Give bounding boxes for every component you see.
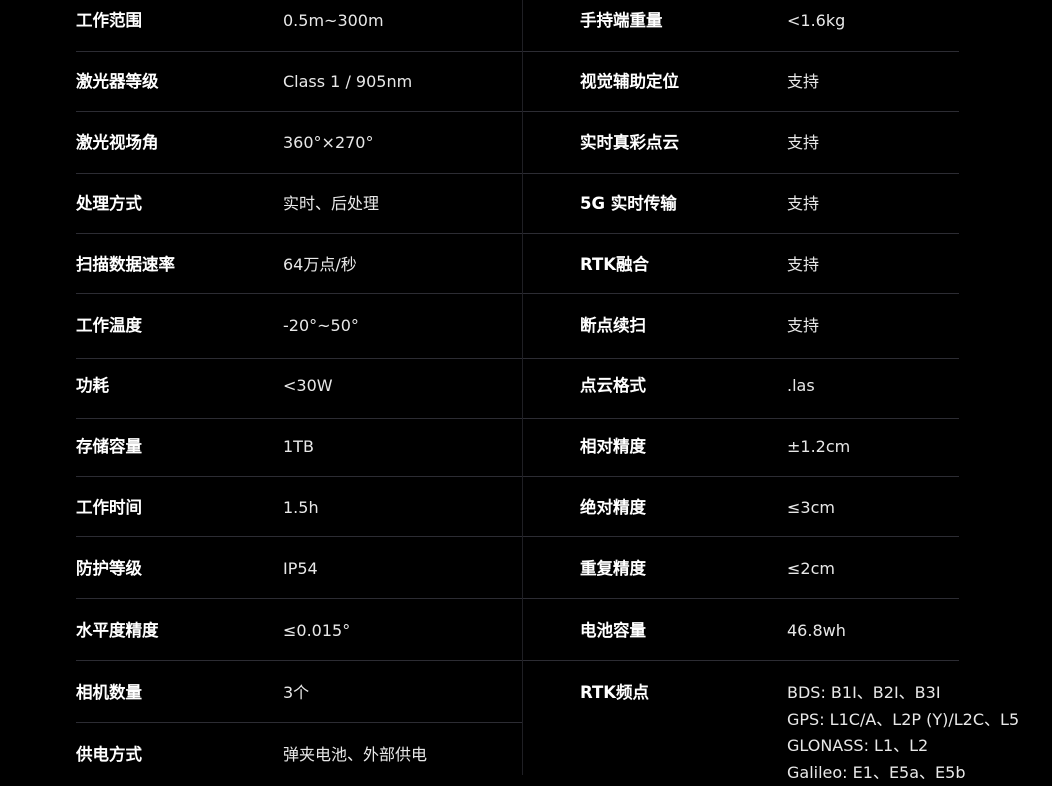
spec-label: 扫描数据速率 [76,254,175,276]
spec-label: 功耗 [76,375,109,397]
spec-label: 存储容量 [76,436,142,458]
spec-label: 相机数量 [76,682,142,704]
rtk-band-line: GPS: L1C/A、L2P (Y)/L2C、L5 [787,707,1019,734]
spec-value: 3个 [283,682,309,704]
spec-value: 支持 [787,315,819,337]
row-divider [523,111,959,112]
row-divider [76,173,522,174]
row-divider [76,660,522,661]
spec-label: 工作时间 [76,497,142,519]
rtk-band-line: Galileo: E1、E5a、E5b [787,760,1019,786]
spec-value: 64万点/秒 [283,254,357,276]
rtk-band-line: GLONASS: L1、L2 [787,733,1019,760]
spec-value: 1.5h [283,497,319,519]
spec-label: 电池容量 [580,620,646,642]
spec-value: 弹夹电池、外部供电 [283,744,427,766]
spec-value: .las [787,375,815,397]
spec-value: 360°×270° [283,132,373,154]
spec-value: ±1.2cm [787,436,850,458]
spec-value: 支持 [787,132,819,154]
spec-label: 5G 实时传输 [580,193,677,215]
spec-value: 实时、后处理 [283,193,379,215]
spec-label: 点云格式 [580,375,646,397]
spec-value: 支持 [787,193,819,215]
row-divider [523,173,959,174]
spec-value: -20°~50° [283,315,359,337]
row-divider [523,358,959,359]
spec-value: IP54 [283,558,318,580]
row-divider [76,358,522,359]
spec-label: 相对精度 [580,436,646,458]
row-divider [523,293,959,294]
spec-label: 重复精度 [580,558,646,580]
spec-label: 激光视场角 [76,132,159,154]
row-divider [523,51,959,52]
row-divider [523,233,959,234]
spec-value: ≤3cm [787,497,835,519]
row-divider [76,598,522,599]
spec-label: 工作范围 [76,10,142,32]
spec-label: 激光器等级 [76,71,159,93]
row-divider [523,476,959,477]
spec-value: 支持 [787,71,819,93]
row-divider [523,418,959,419]
spec-value: 1TB [283,436,314,458]
spec-value: 0.5m~300m [283,10,384,32]
row-divider [523,598,959,599]
spec-label: 绝对精度 [580,497,646,519]
spec-label: 工作温度 [76,315,142,337]
spec-value: 支持 [787,254,819,276]
spec-value-rtk-bands: BDS: B1I、B2I、B3I GPS: L1C/A、L2P (Y)/L2C、… [787,680,1019,786]
row-divider [76,536,522,537]
spec-label: 防护等级 [76,558,142,580]
spec-label: 水平度精度 [76,620,159,642]
spec-label: 处理方式 [76,193,142,215]
spec-label: RTK融合 [580,254,649,276]
row-divider [76,51,522,52]
spec-label: 手持端重量 [580,10,663,32]
spec-value: <1.6kg [787,10,845,32]
row-divider [76,722,522,723]
spec-value: ≤0.015° [283,620,350,642]
row-divider [76,293,522,294]
spec-value: Class 1 / 905nm [283,71,412,93]
spec-value: <30W [283,375,333,397]
spec-label: 供电方式 [76,744,142,766]
spec-value: 46.8wh [787,620,846,642]
row-divider [523,660,959,661]
spec-value: ≤2cm [787,558,835,580]
row-divider [76,418,522,419]
rtk-band-line: BDS: B1I、B2I、B3I [787,680,1019,707]
row-divider [523,536,959,537]
row-divider [76,111,522,112]
row-divider [76,233,522,234]
spec-label: 实时真彩点云 [580,132,679,154]
column-divider [522,0,523,775]
spec-label-rtk-bands: RTK频点 [580,682,649,704]
spec-label: 断点续扫 [580,315,646,337]
row-divider [76,476,522,477]
spec-label: 视觉辅助定位 [580,71,679,93]
